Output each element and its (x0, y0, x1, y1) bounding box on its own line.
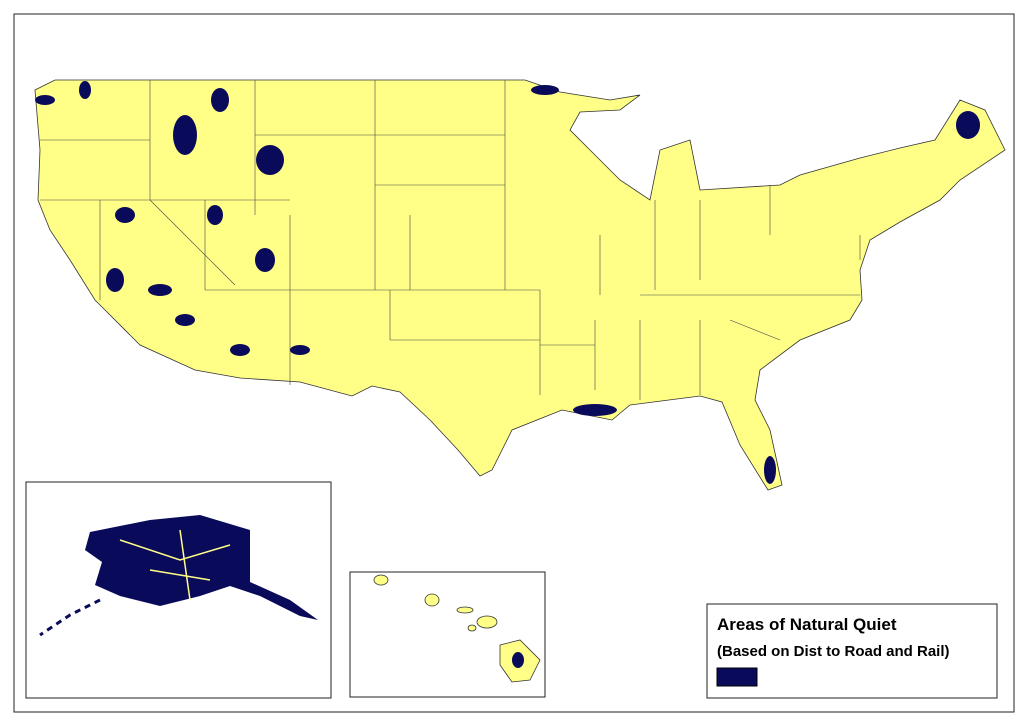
hawaii-inset (349, 571, 546, 698)
island (456, 606, 474, 614)
quiet-area (255, 248, 275, 272)
quiet-area (211, 88, 229, 112)
quiet-area (512, 652, 524, 668)
alaska (85, 515, 318, 620)
quiet-area (35, 95, 55, 105)
legend-title: Areas of Natural Quiet (717, 615, 897, 634)
quiet-area (230, 344, 250, 356)
legend-subtitle: (Based on Dist to Road and Rail) (717, 643, 950, 660)
quiet-area (764, 456, 776, 484)
alaska-inset (25, 481, 332, 699)
quiet-areas (35, 81, 980, 484)
island (373, 574, 389, 586)
state-lines (40, 80, 861, 400)
quiet-area (956, 111, 980, 139)
island (424, 593, 440, 607)
island (467, 624, 477, 632)
quiet-area (175, 314, 195, 326)
quiet-area (106, 268, 124, 292)
quiet-area (79, 81, 91, 99)
legend-swatch (716, 667, 758, 687)
legend: Areas of Natural Quiet (Based on Dist to… (706, 603, 998, 699)
island (476, 615, 498, 629)
quiet-area (115, 207, 135, 223)
quiet-area (531, 85, 559, 95)
quiet-area (256, 145, 284, 175)
conterminous-us (34, 79, 1006, 491)
quiet-area (573, 404, 617, 416)
quiet-area (290, 345, 310, 355)
us-land (34, 79, 1006, 491)
quiet-area (173, 115, 197, 155)
quiet-area (148, 284, 172, 296)
quiet-area (207, 205, 223, 225)
roads (119, 529, 231, 601)
aleutians (39, 598, 101, 637)
